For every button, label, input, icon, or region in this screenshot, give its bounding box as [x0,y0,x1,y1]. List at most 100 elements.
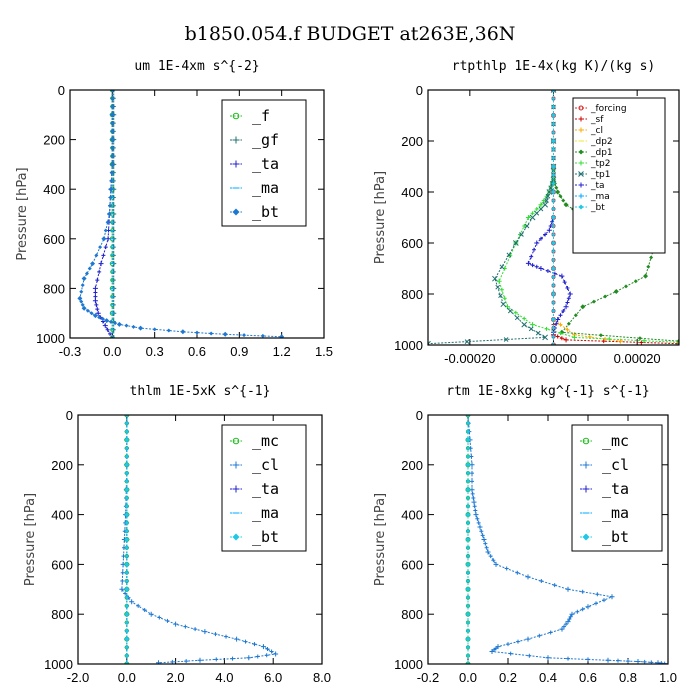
marker [563,337,569,343]
marker [559,273,565,279]
y-tick-label: 400 [43,182,65,197]
marker [471,499,477,505]
legend-box [572,97,666,254]
x-tick-label: 4.0 [215,670,233,685]
marker [498,293,503,299]
marker [465,462,471,468]
marker [525,260,531,266]
series-tp1 [428,90,557,345]
marker [124,661,130,664]
marker [124,504,129,509]
x-tick-label: 0.0 [103,344,121,359]
marker [551,342,556,345]
marker [109,178,114,183]
y-tick-label: 800 [401,607,423,622]
marker [465,487,471,493]
marker [131,324,136,329]
marker [116,321,122,327]
marker [85,308,90,313]
marker [466,496,470,500]
marker [243,639,248,644]
marker [107,331,112,336]
marker [580,607,585,612]
marker [578,171,584,177]
marker [591,299,596,304]
plot-frame [69,89,325,339]
marker [124,611,130,617]
marker [81,305,87,311]
marker [542,334,548,341]
x-tick-label: -0.00020 [444,351,495,366]
marker [546,189,553,195]
marker [84,271,89,276]
legend-entry: _sf [590,115,604,125]
marker [110,104,115,109]
marker [491,558,496,563]
legend-entry: _cl [590,126,603,136]
marker [551,309,556,313]
marker [537,633,542,638]
marker [534,240,540,246]
panel-2: rtpthlp 1E-4x(kg K)/(kg s) Pressure [hPa]… [373,59,680,366]
marker [548,185,554,191]
marker [538,206,544,212]
marker [89,311,94,316]
y-tick-label: 200 [401,134,423,149]
marker [465,586,471,592]
marker [528,326,534,332]
marker [470,491,475,496]
marker [124,579,129,583]
marker [551,198,556,203]
marker [124,421,129,426]
marker [551,249,556,254]
marker [562,280,567,285]
marker [466,471,470,476]
marker [104,318,110,324]
marker [77,295,83,301]
marker [639,340,644,345]
marker [551,300,556,305]
marker [531,247,536,252]
marker [113,321,118,326]
legend-entry: _cl [602,456,629,474]
x-tick-label: 0.00020 [614,351,661,366]
marker [499,264,505,270]
marker [594,601,598,606]
marker [563,202,569,208]
marker [524,223,530,229]
marker [105,327,110,332]
marker [479,529,484,534]
marker [477,524,483,530]
y-tick-label: 400 [401,185,423,200]
marker [232,461,240,469]
marker [470,471,474,476]
marker [165,618,170,623]
marker [529,254,534,259]
marker [578,160,584,166]
panel-3: thlm 1E-5xK s^{-1} Pressure [hPa] 0 200 400 6… [23,384,331,685]
y-axis-label: Pressure [hPa] [373,493,388,586]
marker [465,512,471,518]
marker [466,446,470,451]
x-tick-label: 2.0 [167,670,185,685]
marker [506,252,512,258]
marker [480,533,485,538]
marker [603,294,608,299]
legend-entry: _bt [590,203,605,213]
series-bt [551,90,556,345]
marker [232,533,240,541]
marker [119,586,125,592]
marker [582,461,590,469]
marker [485,549,491,555]
marker [565,619,571,625]
marker [558,194,563,199]
x-tick-label: 8.0 [313,670,331,685]
marker [578,105,584,111]
marker [183,624,188,629]
marker [232,485,240,493]
marker [214,657,219,662]
marker [124,620,129,625]
marker [542,201,548,208]
plot-frame [77,414,323,665]
